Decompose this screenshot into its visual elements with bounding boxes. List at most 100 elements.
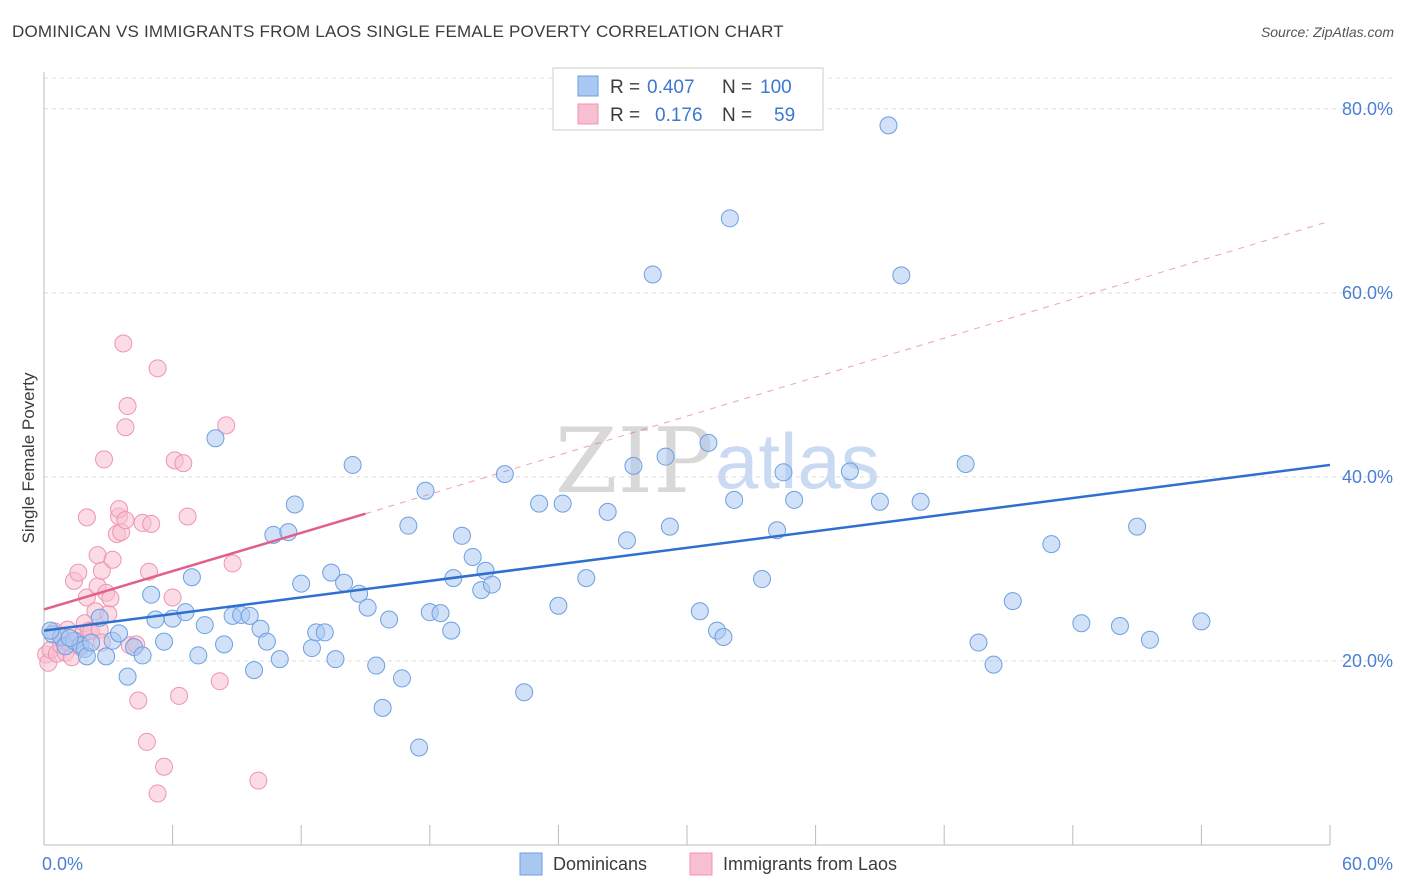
dominican-point bbox=[753, 570, 772, 589]
dominican-point bbox=[1042, 535, 1061, 554]
laos-point bbox=[77, 508, 96, 527]
laos-trend-line bbox=[43, 512, 366, 611]
legend-swatch-laos bbox=[689, 852, 713, 876]
legend-n-value: 100 bbox=[760, 77, 792, 98]
dominican-point bbox=[155, 632, 174, 651]
dominican-point bbox=[416, 481, 435, 500]
laos-point bbox=[88, 546, 107, 565]
dominican-point bbox=[656, 447, 675, 466]
laos-point bbox=[148, 359, 167, 378]
dominican-point bbox=[410, 738, 429, 757]
dominican-point bbox=[118, 667, 137, 686]
dominican-point bbox=[326, 650, 345, 669]
dominican-point bbox=[643, 265, 662, 284]
laos-point bbox=[170, 686, 189, 705]
dominican-point bbox=[380, 610, 399, 629]
dominican-point bbox=[142, 585, 161, 604]
y-tick-label: 80.0% bbox=[1342, 99, 1393, 119]
y-tick-labels: 20.0% 40.0% 60.0% 80.0% bbox=[1342, 99, 1393, 671]
dominican-point bbox=[60, 628, 79, 647]
x-ticks bbox=[43, 825, 1331, 845]
series-legend: Dominicans Immigrants from Laos bbox=[519, 852, 897, 876]
laos-point bbox=[155, 757, 174, 776]
y-tick-label: 60.0% bbox=[1342, 283, 1393, 303]
source-credit: Source: ZipAtlas.com bbox=[1260, 24, 1394, 40]
dominican-point bbox=[699, 433, 718, 452]
dominican-point bbox=[549, 596, 568, 615]
laos-point bbox=[118, 397, 137, 416]
trend-lines bbox=[43, 220, 1331, 632]
dominican-point bbox=[399, 516, 418, 535]
dominican-point bbox=[335, 573, 354, 592]
dominican-point bbox=[870, 492, 889, 511]
dominican-point bbox=[840, 462, 859, 481]
legend-r-value: 0.176 bbox=[655, 105, 703, 126]
dominican-point bbox=[598, 502, 617, 521]
dominican-point bbox=[215, 635, 234, 654]
laos-point bbox=[142, 514, 161, 533]
legend-r-label: R = bbox=[610, 77, 640, 98]
dominican-point bbox=[720, 209, 739, 228]
legend-label-laos: Immigrants from Laos bbox=[723, 854, 897, 874]
legend-label-dominicans: Dominicans bbox=[553, 854, 647, 874]
laos-point bbox=[217, 416, 236, 435]
legend-swatch-laos bbox=[577, 103, 599, 125]
dominican-point bbox=[969, 633, 988, 652]
dominican-point bbox=[660, 517, 679, 536]
watermark-atlas: atlas bbox=[715, 417, 880, 505]
dominican-point bbox=[358, 598, 377, 617]
dominican-point bbox=[322, 563, 341, 582]
dominican-point bbox=[133, 646, 152, 665]
grid-lines bbox=[44, 77, 1392, 662]
laos-point bbox=[223, 554, 242, 573]
dominican-point bbox=[82, 633, 101, 652]
dominican-point bbox=[392, 669, 411, 688]
dominican-point bbox=[1072, 614, 1091, 633]
x-tick-label: 0.0% bbox=[42, 854, 83, 874]
legend-n-label: N = bbox=[722, 105, 752, 126]
dominican-point bbox=[257, 632, 276, 651]
y-tick-label: 20.0% bbox=[1342, 651, 1393, 671]
dominican-point bbox=[270, 650, 289, 669]
dominican-point bbox=[285, 495, 304, 514]
laos-point bbox=[148, 784, 167, 803]
dominican-point bbox=[617, 531, 636, 550]
dominican-point bbox=[892, 266, 911, 285]
dominican-point bbox=[577, 569, 596, 588]
laos-point bbox=[137, 732, 156, 751]
dominican-point bbox=[245, 661, 264, 680]
watermark: ZIP atlas bbox=[555, 409, 880, 514]
x-tick-labels: 0.0% 60.0% bbox=[42, 854, 1393, 874]
dominican-point bbox=[553, 494, 572, 513]
legend-n-label: N = bbox=[722, 77, 752, 98]
dominican-point bbox=[515, 683, 534, 702]
dominican-point bbox=[1003, 592, 1022, 611]
laos-point bbox=[163, 588, 182, 607]
legend-r-value: 0.407 bbox=[647, 77, 695, 98]
dominican-point bbox=[911, 492, 930, 511]
laos-point bbox=[174, 454, 193, 473]
laos-point bbox=[116, 511, 135, 530]
dominican-point bbox=[373, 698, 392, 717]
dominican-point bbox=[463, 547, 482, 566]
dominican-point bbox=[879, 116, 898, 135]
dominican-point bbox=[482, 575, 501, 594]
laos-point bbox=[95, 450, 114, 469]
chart-title: DOMINICAN VS IMMIGRANTS FROM LAOS SINGLE… bbox=[12, 22, 784, 41]
dominican-point bbox=[189, 646, 208, 665]
dominican-point bbox=[530, 494, 549, 513]
legend-n-value: 59 bbox=[774, 105, 795, 126]
dominican-point bbox=[110, 624, 129, 643]
series-laos-points bbox=[37, 334, 268, 803]
dominican-point bbox=[690, 602, 709, 621]
stats-legend: R = 0.407 N = 100 R = 0.176 N = 59 bbox=[552, 67, 824, 131]
x-tick-label: 60.0% bbox=[1342, 854, 1393, 874]
dominican-point bbox=[97, 647, 116, 666]
dominican-point bbox=[146, 610, 165, 629]
laos-point bbox=[249, 771, 268, 790]
dominicans-trend-line bbox=[43, 463, 1331, 632]
laos-point bbox=[92, 561, 111, 580]
dominican-point bbox=[495, 465, 514, 484]
y-tick-label: 40.0% bbox=[1342, 467, 1393, 487]
